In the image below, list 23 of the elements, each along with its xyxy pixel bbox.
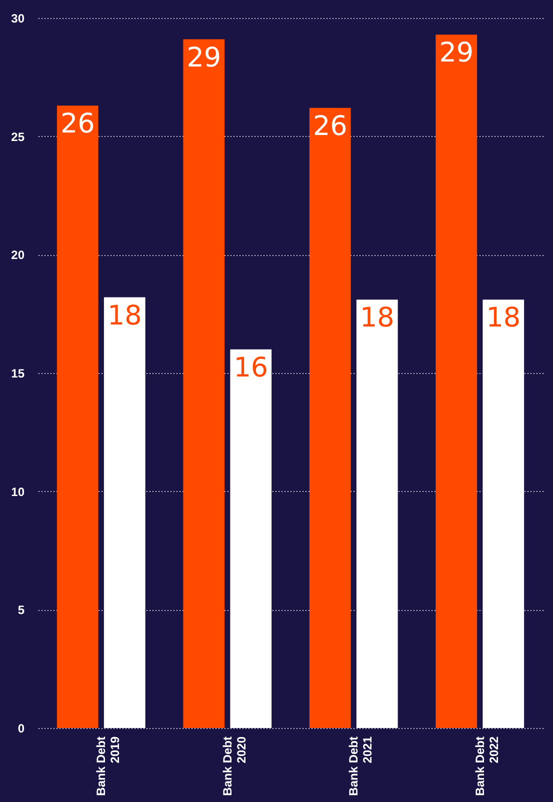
y-tick-label: 20 <box>11 248 25 262</box>
bar <box>183 39 225 728</box>
data-label: 26 <box>312 110 348 142</box>
data-label: 26 <box>60 108 95 140</box>
y-tick-label: 10 <box>11 484 25 499</box>
x-tick-label: Bank Debt 2022 <box>472 736 501 796</box>
data-label: 18 <box>107 300 142 332</box>
bar <box>436 34 478 728</box>
y-tick-label: 25 <box>11 130 25 144</box>
x-tick-label: Bank Debt 2021 <box>346 736 375 796</box>
y-tick-label: 30 <box>11 12 25 26</box>
x-tick-label: Bank Debt 2020 <box>220 736 248 796</box>
bar <box>56 106 98 728</box>
y-tick-label: 15 <box>11 366 25 380</box>
data-label: 18 <box>360 302 394 334</box>
x-tick-label: Bank Debt 2019 <box>94 736 122 796</box>
y-tick-label: 0 <box>18 722 25 736</box>
data-label: 18 <box>486 302 521 334</box>
bar <box>309 108 351 728</box>
data-label: 29 <box>439 38 474 69</box>
data-label: 16 <box>234 352 268 384</box>
data-label: 29 <box>186 42 222 74</box>
y-tick-label: 5 <box>18 603 25 618</box>
